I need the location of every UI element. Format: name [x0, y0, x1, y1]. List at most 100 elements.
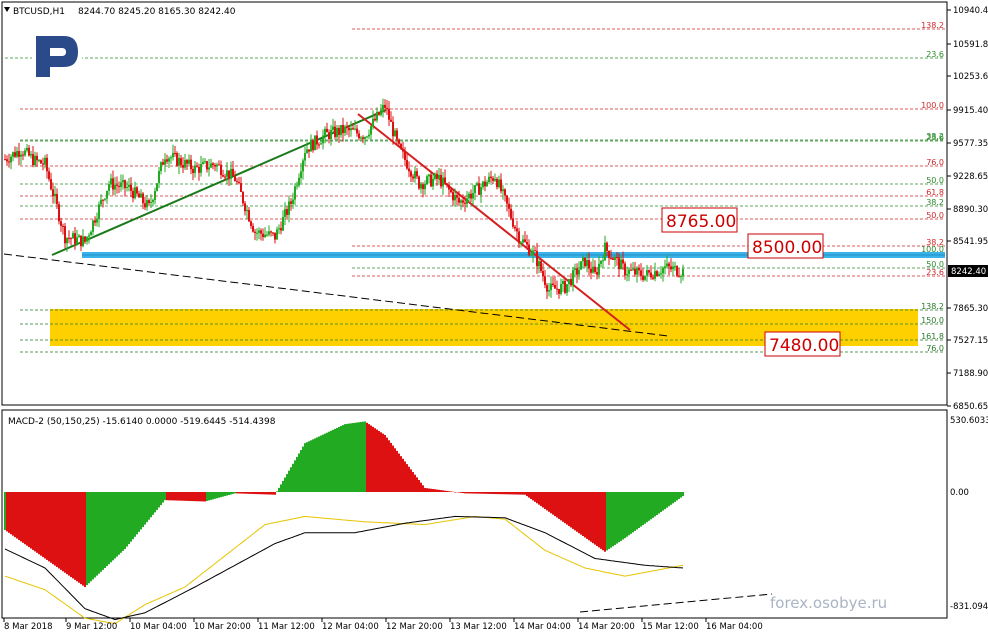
level-8765-box[interactable]: 8765.00: [662, 208, 737, 232]
candle-body: [114, 185, 116, 190]
candle-body: [266, 235, 268, 236]
candle-body: [180, 158, 182, 165]
macd-histogram-bar: [486, 492, 488, 494]
candle-body: [262, 234, 264, 237]
candle-body: [196, 166, 198, 167]
candle-body: [302, 160, 304, 171]
candle-body: [92, 220, 94, 231]
candle-body: [408, 169, 410, 172]
macd-histogram-bar: [524, 492, 526, 495]
macd-histogram-bar: [140, 492, 142, 529]
candle-body: [422, 184, 424, 189]
macd-histogram-bar: [674, 492, 676, 502]
macd-histogram-bar: [372, 427, 374, 492]
candle-body: [232, 169, 234, 176]
macd-histogram-bar: [210, 492, 212, 500]
macd-histogram-bar: [622, 492, 624, 539]
level-7480-box[interactable]: 7480.00: [765, 332, 840, 356]
macd-histogram-bar: [596, 492, 598, 546]
candle-body: [220, 165, 222, 175]
macd-histogram-bar: [396, 451, 398, 492]
candle-body: [466, 198, 468, 204]
candle-body: [202, 162, 204, 164]
candle-body: [102, 200, 104, 201]
candle-body: [206, 161, 208, 169]
candle-body: [484, 182, 486, 187]
macd-histogram-bar: [226, 492, 228, 496]
candle-body: [386, 108, 388, 109]
candle-body: [46, 158, 48, 171]
macd-histogram-bar: [504, 492, 506, 494]
candle-body: [138, 194, 140, 198]
macd-histogram-bar: [508, 492, 510, 494]
macd-histogram-bar: [132, 492, 134, 539]
watermark: forex.osobye.ru: [770, 594, 887, 612]
macd-histogram-bar: [74, 492, 76, 580]
candle-body: [236, 181, 238, 182]
time-axis-label: 13 Mar 12:00: [450, 622, 507, 632]
candle-body: [634, 269, 636, 275]
macd-histogram-bar: [288, 471, 290, 492]
candle-body: [244, 203, 246, 211]
macd-histogram-bar: [540, 492, 542, 506]
candle-body: [664, 266, 666, 268]
candle-body: [612, 258, 614, 260]
candle-body: [602, 260, 604, 261]
fib-level-label: 150.0: [921, 316, 944, 325]
macd-histogram-bar: [388, 440, 390, 492]
price-axis-label: 7865.30: [953, 304, 988, 314]
macd-histogram-bar: [382, 434, 384, 492]
candle-body: [94, 220, 96, 222]
macd-histogram-bar: [394, 448, 396, 492]
candle-body: [18, 151, 20, 157]
macd-histogram-bar: [24, 492, 26, 544]
level-8500-box[interactable]: 8500.00: [748, 234, 823, 258]
candle-body: [164, 159, 166, 164]
candle-body: [24, 150, 26, 155]
candle-body: [608, 251, 610, 258]
candle-body: [620, 260, 622, 270]
candle-body: [570, 279, 572, 285]
macd-histogram-bar: [30, 492, 32, 549]
macd-histogram-bar: [564, 492, 566, 523]
candle-body: [218, 165, 220, 166]
candle-body: [210, 163, 212, 167]
candle-body: [536, 251, 538, 266]
candle-body: [456, 195, 458, 198]
macd-histogram-bar: [244, 492, 246, 494]
candle-body: [350, 128, 352, 130]
candle-body: [216, 165, 218, 167]
candle-body: [96, 219, 98, 222]
candle-body: [30, 154, 32, 155]
candle-body: [120, 182, 122, 187]
candle-body: [286, 209, 288, 215]
macd-indicator-label: MACD-2 (50,150,25) -15.6140 0.0000 -519.…: [8, 417, 276, 427]
macd-histogram-bar: [48, 492, 50, 561]
candle-body: [420, 184, 422, 188]
macd-histogram-bar: [314, 438, 316, 492]
candle-body: [468, 194, 470, 198]
macd-histogram-bar: [134, 492, 136, 537]
macd-histogram-bar: [432, 489, 434, 492]
macd-histogram-bar: [482, 492, 484, 494]
candle-body: [250, 221, 252, 226]
candle-body: [48, 171, 50, 179]
macd-histogram-bar: [584, 492, 586, 537]
fib-level-label: 23.6: [926, 133, 944, 142]
macd-histogram-bar: [182, 492, 184, 501]
macd-histogram-bar: [152, 492, 154, 515]
macd-histogram-bar: [192, 492, 194, 501]
price-axis-label: 7527.15: [953, 336, 988, 346]
macd-histogram-bar: [214, 492, 216, 499]
candle-body: [348, 128, 350, 130]
candle-body: [548, 290, 550, 291]
candle-body: [498, 180, 500, 188]
candle-body: [392, 122, 394, 136]
candle-body: [652, 277, 654, 278]
macd-histogram-bar: [198, 492, 200, 501]
candle-body: [240, 183, 242, 192]
macd-histogram-bar: [238, 492, 240, 493]
macd-histogram-bar: [84, 492, 86, 587]
macd-histogram-bar: [538, 492, 540, 505]
